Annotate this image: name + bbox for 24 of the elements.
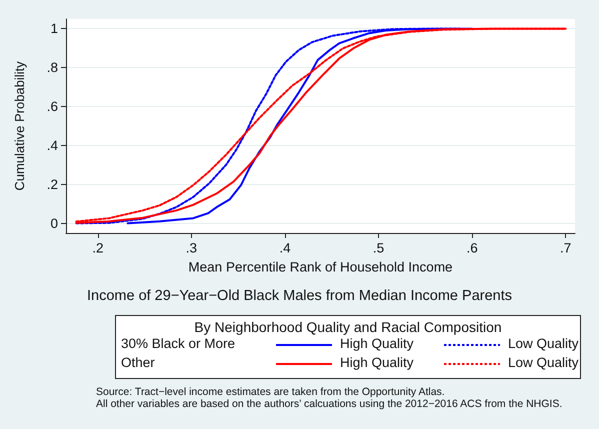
text: All other variables are based on the authors’ calcuations using the 2012−2016 ACS from the NHGIS. (96, 398, 562, 410)
y-axis-title: Cumulative Probability (12, 60, 27, 191)
x-tick-label: .2 (92, 240, 104, 256)
x-tick-label: .3 (186, 240, 198, 256)
x-tick-label: .6 (466, 240, 478, 256)
legend-label: High Quality (340, 336, 414, 351)
x-axis-title: Mean Percentile Rank of Household Income (188, 259, 453, 274)
y-tick-label: .6 (46, 99, 58, 114)
legend-label: Low Quality (508, 355, 579, 370)
x-tick-label: .7 (560, 240, 572, 256)
y-tick-label: 0 (50, 216, 58, 231)
x-tick-label: .4 (279, 240, 292, 256)
legend-label: High Quality (340, 355, 414, 370)
x-tick-label: .5 (372, 240, 384, 256)
source-note: Source: Tract−level income estimates are taken from the Opportunity Atlas. (96, 386, 446, 398)
text: 30% Black or More (121, 336, 236, 351)
text: Income of 29−Year−Old Black Males from Median Income Parents (86, 288, 513, 304)
y-tick-label: .4 (46, 138, 58, 153)
text: Other (121, 355, 155, 370)
y-tick-label: 1 (50, 21, 58, 36)
legend-title: By Neighborhood Quality and Racial Composition (193, 319, 503, 335)
y-tick-label: .8 (46, 60, 58, 76)
y-tick-label: .2 (46, 176, 58, 192)
legend-label: Low Quality (508, 336, 579, 351)
